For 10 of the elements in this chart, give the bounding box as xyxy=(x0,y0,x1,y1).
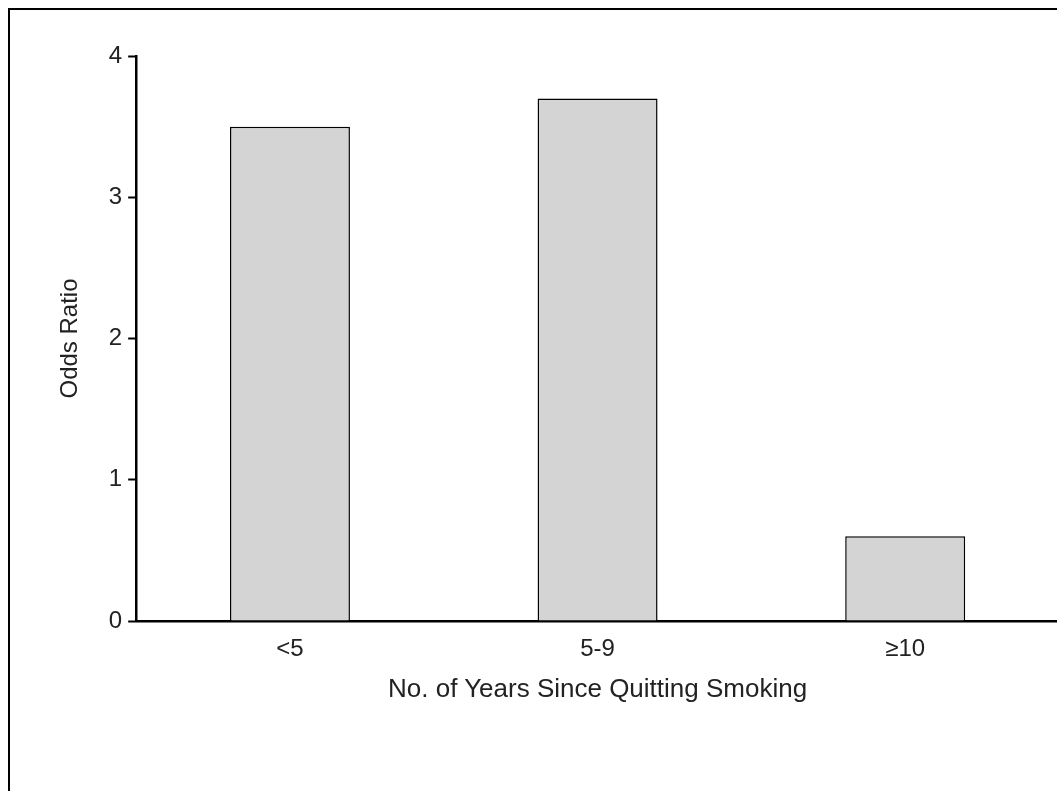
y-tick-label: 3 xyxy=(108,181,123,209)
y-tick-label: 1 xyxy=(108,464,123,492)
y-axis-title: Odds Ratio xyxy=(55,278,83,399)
x-axis-title: No. of Years Since Quitting Smoking xyxy=(388,672,808,703)
x-tick-label: 5-9 xyxy=(580,634,615,662)
x-tick-label: <5 xyxy=(276,634,304,662)
y-tick-label: 2 xyxy=(108,323,123,351)
y-tick-label: 4 xyxy=(108,40,123,68)
y-tick-label: 0 xyxy=(108,605,123,633)
x-tick-label: ≥10 xyxy=(885,634,926,662)
